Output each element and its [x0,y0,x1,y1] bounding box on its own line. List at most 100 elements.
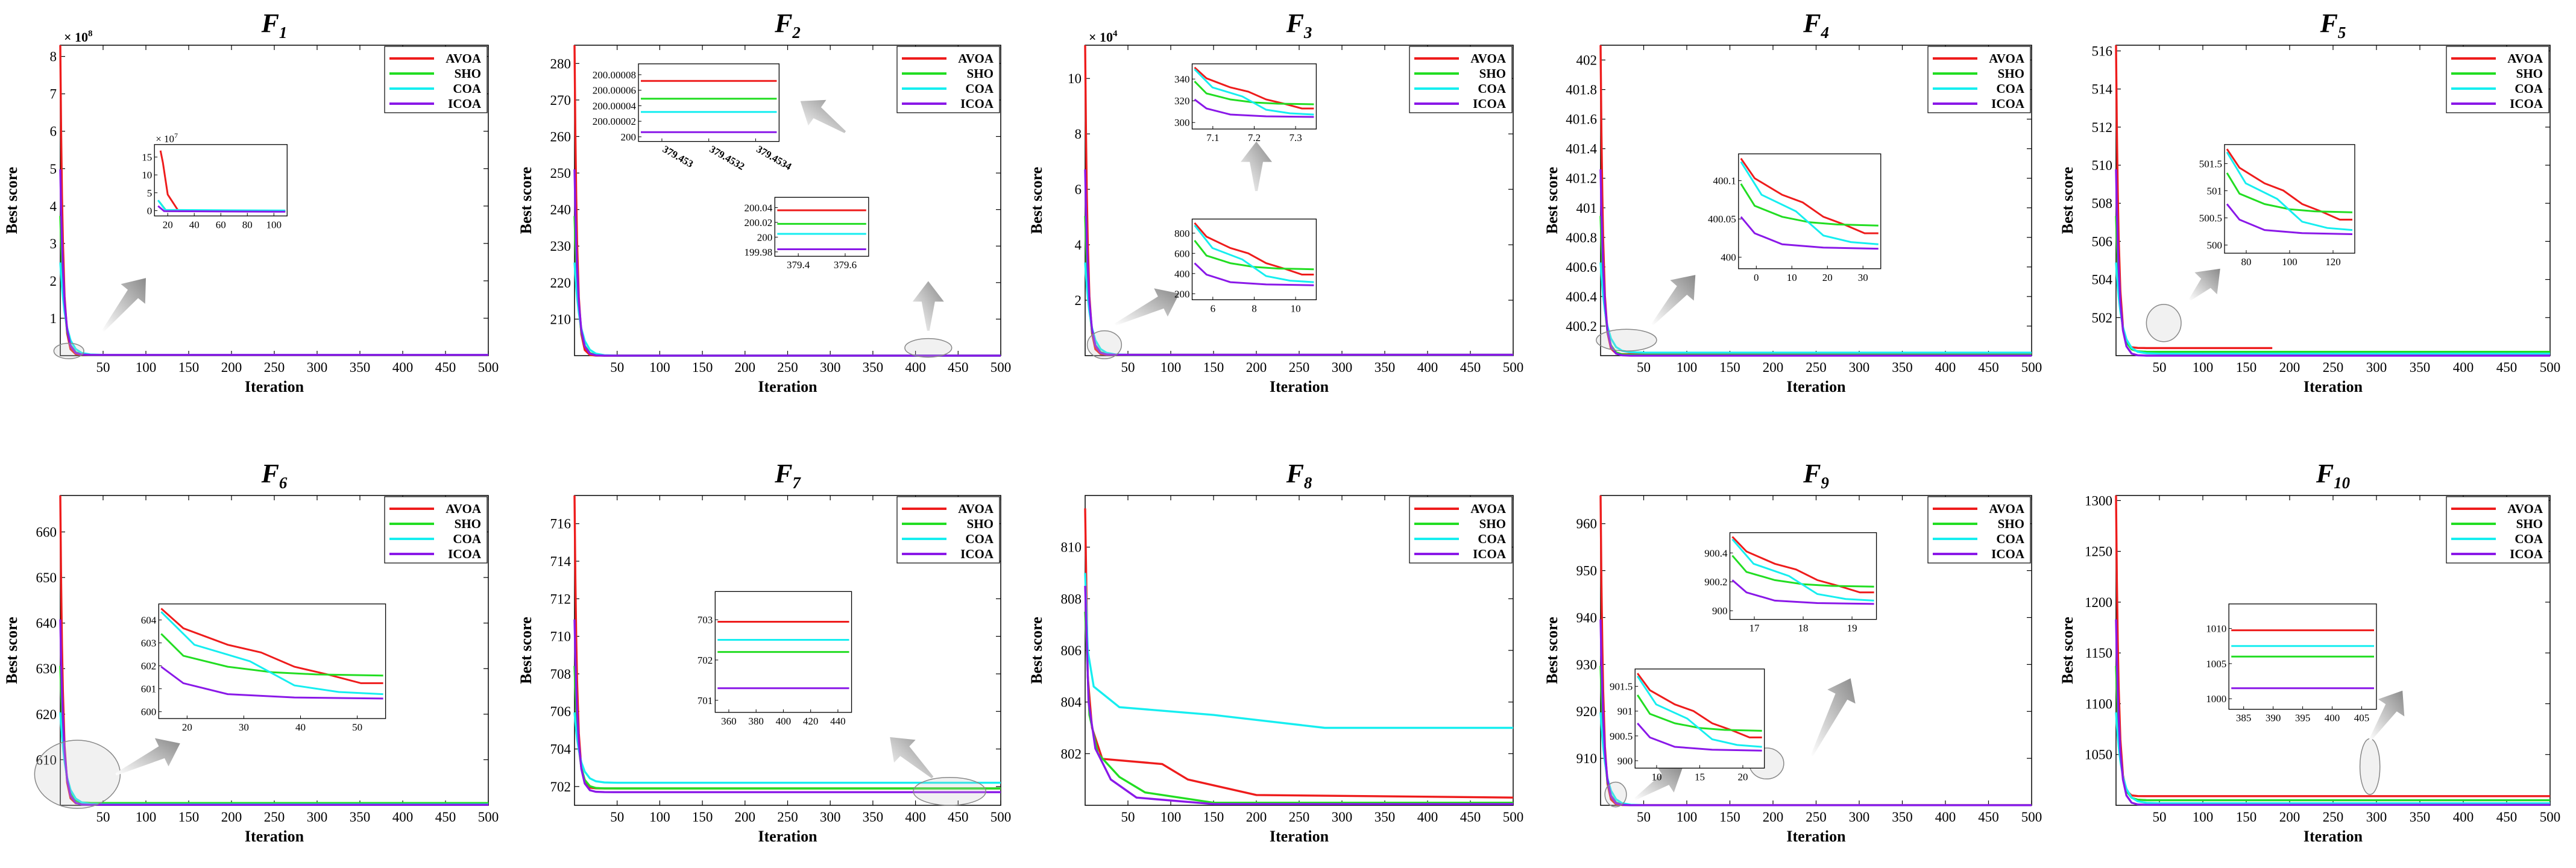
x-tick-label: 350 [1375,810,1396,825]
inset-y-label: 400.05 [1708,213,1736,225]
x-tick-label: 350 [863,810,884,825]
x-tick-label: 200 [1763,360,1784,375]
y-tick-label: 402 [1576,53,1598,68]
inset-y-label: 200.00002 [593,116,636,127]
inset-x-label: 400 [776,715,792,727]
y-tick-label: 716 [550,517,572,532]
inset-x-label: 7.3 [1289,132,1302,143]
inset-y-label: 500.5 [2199,212,2222,224]
x-tick-label: 50 [2153,360,2167,375]
inset-x-label: 30 [1858,272,1868,283]
legend-label: SHO [2516,517,2543,531]
inset-y-label: 199.98 [745,247,773,258]
inset-series-icoa [1194,262,1314,286]
inset-x-label: 0 [1754,272,1759,283]
inset-y-label: 500 [2207,240,2223,251]
y-tick-label: 708 [550,667,572,682]
inset-y-label: 900.5 [1610,731,1633,742]
inset-x-label: 8 [1252,303,1257,314]
x-tick-label: 150 [178,810,200,825]
y-tick-label: 960 [1576,517,1598,532]
y-tick-label: 504 [2092,272,2113,288]
inset-y-label: 600 [1174,248,1190,259]
legend-label: ICOA [2510,547,2543,561]
y-tick-label: 1150 [2085,646,2112,661]
inset-y-label: 702 [698,655,713,666]
legend-label: AVOA [1470,51,1507,66]
series-line-coa [1599,262,2032,354]
y-tick-label: 6 [50,124,57,139]
x-tick-label: 50 [610,360,624,375]
inset-series-sho [1731,555,1874,588]
legend-label: ICOA [448,96,482,111]
inset-frame [154,144,288,216]
legend-label: SHO [455,517,481,531]
inset-x-label: 405 [2354,712,2370,724]
x-tick-label: 150 [2236,810,2257,825]
y-axis-label: Best score [2059,167,2076,234]
inset-x-label: 440 [830,715,846,727]
legend-label: COA [453,532,482,546]
y-tick-label: 4 [50,199,57,214]
x-tick-label: 250 [264,360,285,375]
x-tick-label: 450 [435,810,456,825]
zoom-inset: 7.1 7.2 7.3 300 320 340 [1174,63,1317,143]
inset-x-label: 400 [2325,712,2340,724]
x-tick-label: 350 [350,810,371,825]
x-axis-label: Iteration [1786,828,1846,845]
inset-frame [158,603,386,719]
series-line-coa [2115,712,2550,805]
inset-series-avoa [1731,536,1874,594]
x-tick-label: 100 [1160,360,1182,375]
y-tick-label: 7 [50,87,57,102]
legend-label: COA [1996,532,2025,546]
x-tick-label: 100 [649,810,670,825]
inset-y-label: 900 [1712,605,1728,617]
inset-frame [1729,532,1877,620]
x-axis-label: Iteration [1786,378,1846,395]
y-axis-label: Best score [517,167,535,234]
y-tick-label: 400.6 [1566,260,1597,275]
inset-y-label: 900.2 [1704,576,1727,588]
x-tick-label: 250 [777,360,798,375]
inset-y-label: 901 [1617,706,1633,717]
inset-y-label: 601 [141,684,157,695]
inset-x-label: 120 [2325,256,2341,268]
y-tick-label: 510 [2092,158,2113,173]
zoom-region-ellipse [53,342,84,359]
zoom-arrow [890,737,934,779]
x-tick-label: 150 [1719,810,1740,825]
inset-y-label: 901.5 [1610,681,1633,693]
panel-f2: F2 50 100 150 200 250 300 350 400 450 500 210 220 230… [517,8,1011,395]
inset-y-label: 602 [141,661,157,672]
inset-x-label: 30 [239,722,249,733]
legend-label: ICOA [960,96,994,111]
x-tick-label: 400 [905,810,926,825]
y-tick-label: 401.4 [1566,142,1597,157]
y-tick-label: 210 [550,312,572,327]
inset-y-label: 703 [698,614,713,626]
y-tick-label: 1 [50,311,57,326]
y-tick-label: 8 [50,49,57,64]
inset-frame [774,197,869,257]
legend-label: SHO [1998,517,2024,531]
x-tick-label: 150 [1203,810,1224,825]
series-line-icoa [1084,585,1513,805]
panel-f10: F10 50 100 150 200 250 300 350 400 450 500 1050 1100… [2059,459,2560,845]
panel-title: F7 [774,459,801,492]
axis-multiplier: × 104 [1089,29,1118,45]
y-tick-label: 714 [550,554,572,569]
inset-y-label: 200.00004 [593,100,637,112]
inset-x-label: 380 [748,715,764,727]
panel-title: F5 [2320,8,2346,42]
x-tick-label: 350 [1892,360,1913,375]
y-tick-label: 610 [36,752,57,767]
legend-label: COA [1996,81,2025,96]
y-tick-label: 810 [1061,540,1082,555]
y-tick-label: 950 [1576,564,1598,579]
x-tick-label: 450 [435,360,456,375]
x-tick-label: 400 [2453,360,2474,375]
inset-series-coa [160,611,383,696]
x-axis-label: Iteration [245,828,304,845]
